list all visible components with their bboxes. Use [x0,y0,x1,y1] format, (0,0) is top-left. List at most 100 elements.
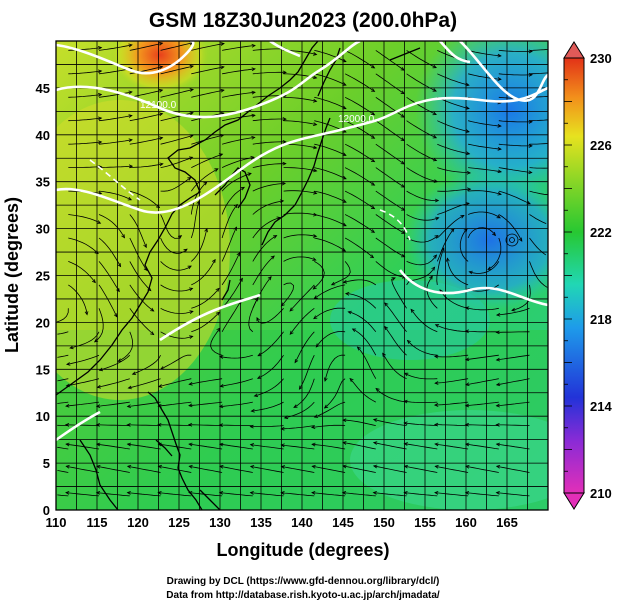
streamline [191,134,224,145]
cyclone-circulation [505,233,519,247]
streamline [382,353,407,380]
streamline [311,424,346,428]
streamline [68,284,88,315]
wind-streamlines [56,41,548,497]
streamline-arrowhead [251,113,256,118]
streamline [465,492,499,497]
streamline-arrowhead [65,403,70,408]
streamline [68,141,102,145]
streamline [313,307,346,319]
streamline-arrowhead [495,422,500,427]
streamline-arrowhead [127,196,133,201]
streamline [68,237,99,254]
streamline-arrowhead [406,339,411,344]
streamline-arrowhead [282,161,287,166]
streamline-arrowhead [465,151,471,156]
streamline-arrowhead [312,285,317,290]
streamline-arrowhead [188,381,193,386]
streamline-arrowhead [126,423,131,427]
streamline [468,50,501,57]
streamline-arrowhead [121,234,126,239]
streamline [96,465,130,473]
streamline [437,96,470,109]
streamline-arrowhead [298,385,303,390]
streamline-arrowhead [312,98,318,103]
streamline [331,261,351,286]
plot-area: 12100.0 12000.0 [56,41,548,510]
streamline [252,217,281,239]
streamline-arrowhead [313,295,318,299]
streamline-arrowhead [282,70,287,75]
streamline-arrowhead [158,88,164,93]
streamline-arrowhead [126,491,131,495]
x-tick-label: 115 [87,515,108,530]
streamline-arrowhead [384,302,389,307]
streamline [342,419,376,426]
streamline-arrowhead [126,464,132,469]
streamline [498,120,533,123]
streamline-arrowhead [220,42,225,46]
streamline [160,156,193,168]
streamline-arrowhead [96,384,102,389]
streamline-arrowhead [150,331,155,336]
streamline [68,214,101,224]
streamline-arrowhead [251,135,256,140]
streamline [221,300,242,332]
streamline [188,424,223,426]
streamline-arrowhead [249,491,254,495]
streamline [68,261,96,283]
streamline [437,215,465,239]
streamline [160,112,194,122]
streamline-arrowhead [496,214,501,219]
streamline [293,378,315,408]
streamline-arrowhead [497,77,502,81]
streamline-arrowhead [370,135,376,139]
streamline [406,214,439,221]
streamline [190,201,200,239]
streamline [221,227,237,262]
streamline-arrowhead [391,277,396,281]
streamline-arrowhead [349,377,354,383]
streamline [219,401,253,407]
streamline [252,141,286,145]
streamline-arrowhead [432,111,437,116]
streamline [529,167,548,169]
streamline [222,91,256,98]
streamline-arrowhead [312,75,318,80]
streamline [128,378,161,389]
streamline [465,443,499,450]
colorbar-tick-label: 230 [590,51,612,66]
streamline [406,167,438,183]
streamline-arrowhead [434,442,439,447]
streamline [160,42,194,51]
streamline-arrowhead [313,51,318,56]
streamline-arrowhead [342,279,348,284]
x-axis-ticks: 110 115 120 125 130 135 140 145 150 155 160 165 [46,515,518,530]
streamline-arrowhead [84,311,89,316]
streamline-arrowhead [342,105,347,110]
streamline-arrowhead [382,352,386,357]
streamline [129,89,163,98]
streamline [129,190,160,208]
streamline-arrowhead [497,124,502,128]
streamline-arrowhead [511,307,516,312]
streamline-arrowhead [433,403,439,407]
streamline-arrowhead [528,170,533,175]
streamline-arrowhead [370,111,376,116]
streamline [498,73,533,76]
streamline [404,400,438,403]
streamline [465,465,499,473]
streamline [250,444,284,450]
streamline-arrowhead [344,291,350,296]
streamline [281,444,315,450]
streamline [437,202,470,215]
cold-region-north [415,41,548,205]
streamline [529,261,548,288]
streamline [191,89,224,98]
streamline [189,465,223,473]
streamline [434,424,469,426]
streamline [57,494,69,497]
streamline [324,378,346,409]
streamline [160,261,192,271]
